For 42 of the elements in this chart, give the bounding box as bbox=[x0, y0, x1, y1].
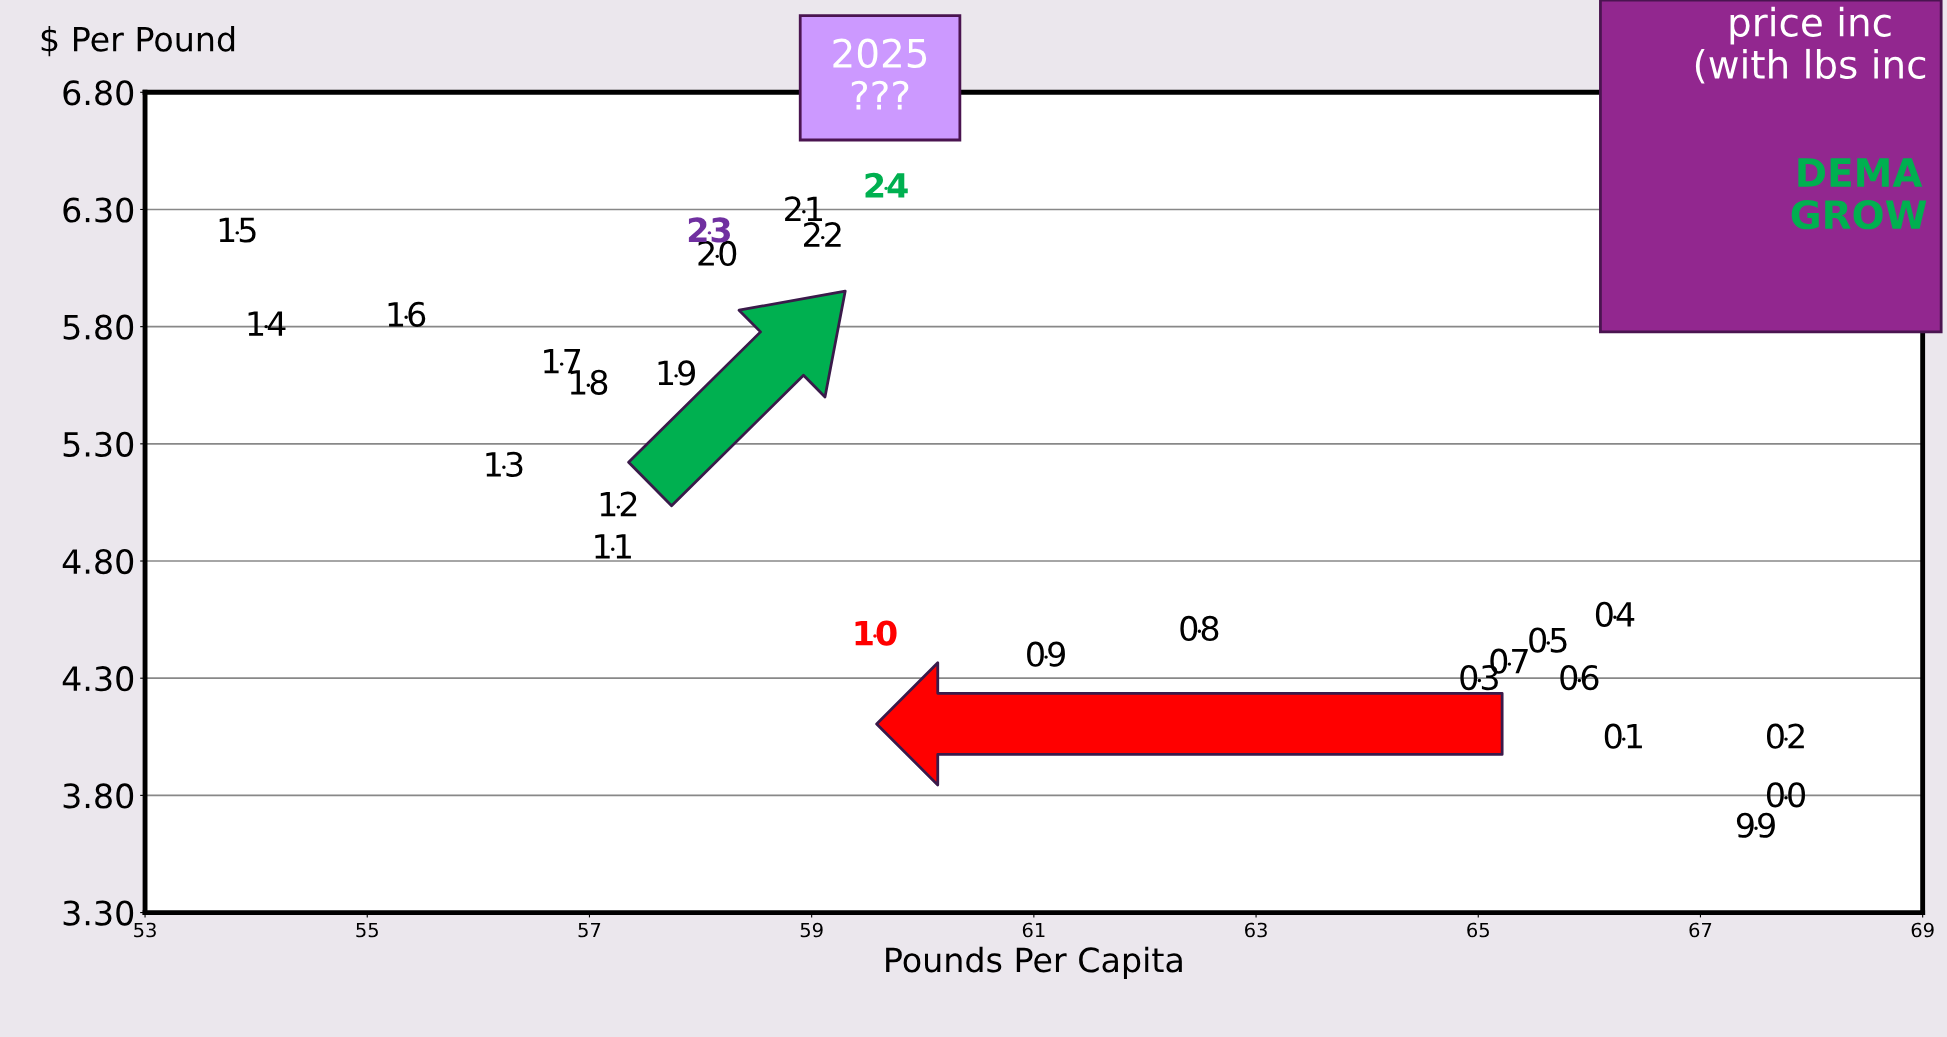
annotation: 11 bbox=[595, 534, 631, 559]
annotation: 22 bbox=[804, 222, 841, 247]
y-tick-label: 3.30 bbox=[63, 900, 134, 926]
x-tick-label: 65 bbox=[1467, 922, 1489, 938]
x-tick-label: 69 bbox=[1911, 922, 1934, 938]
annotation: 00 bbox=[1767, 782, 1805, 808]
annotation: 12 bbox=[600, 491, 637, 517]
x-tick-label: 61 bbox=[1022, 922, 1045, 938]
annotation: 02 bbox=[1767, 723, 1804, 749]
y-tick-label: 5.30 bbox=[63, 431, 134, 457]
annotation: 16 bbox=[388, 301, 426, 327]
annotation: 14 bbox=[248, 311, 286, 336]
annotation: 10 bbox=[855, 620, 897, 646]
annotation: 19 bbox=[658, 360, 695, 386]
y-tick-label: 3.80 bbox=[63, 783, 134, 809]
annotation: 09 bbox=[1027, 641, 1065, 667]
x-tick-label: 55 bbox=[356, 922, 378, 938]
y-tick-label: 5.80 bbox=[63, 314, 134, 340]
annotation: 01 bbox=[1604, 723, 1642, 749]
y-tick-label: 4.80 bbox=[62, 548, 134, 575]
annotation: 04 bbox=[1595, 601, 1635, 627]
annotation: 05 bbox=[1529, 627, 1567, 653]
y-axis-title: $ Per Pound bbox=[41, 25, 235, 57]
y-tick-label: 6.80 bbox=[63, 80, 134, 106]
y-tick-label: 6.30 bbox=[63, 197, 134, 223]
annotation: DEMA GROW bbox=[1791, 158, 1927, 230]
x-tick-label: 59 bbox=[800, 922, 823, 938]
x-tick-label: 67 bbox=[1689, 922, 1712, 938]
x-tick-label: 57 bbox=[578, 922, 601, 938]
annotation: 13 bbox=[486, 451, 523, 477]
annotation: 15 bbox=[219, 217, 256, 243]
annotation: 99 bbox=[1736, 812, 1775, 838]
annotation: 24 bbox=[865, 172, 908, 198]
annotation: 2025 ??? bbox=[833, 38, 927, 110]
x-tick-label: 53 bbox=[134, 922, 156, 938]
annotation: 08 bbox=[1180, 615, 1219, 641]
text: price inc (with lbs inc bbox=[1695, 6, 1926, 84]
x-tick-label: 63 bbox=[1245, 922, 1267, 938]
x-axis-title: Pounds Per Capita bbox=[886, 946, 1182, 979]
y-tick-label: 4.30 bbox=[62, 666, 134, 692]
annotation: 06 bbox=[1560, 665, 1599, 691]
annotation: 21 bbox=[785, 196, 823, 222]
